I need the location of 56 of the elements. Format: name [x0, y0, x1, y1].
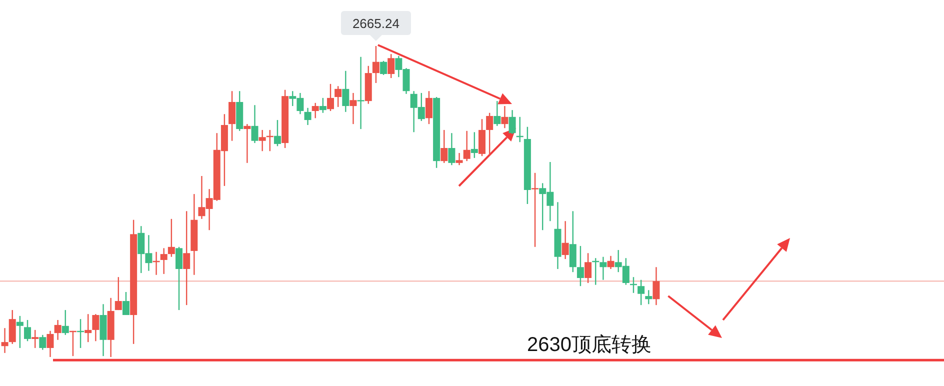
- candlestick: [1, 327, 8, 354]
- candlestick: [16, 315, 24, 349]
- candlestick: [645, 290, 652, 305]
- candlestick: [652, 266, 660, 306]
- candlestick: [251, 104, 258, 144]
- candlestick: [388, 53, 395, 79]
- candlestick: [440, 129, 448, 164]
- candlestick: [425, 90, 432, 125]
- candlestick: [486, 112, 494, 156]
- candlestick: [24, 319, 32, 342]
- candlestick: [342, 70, 350, 113]
- candlestick: [569, 210, 576, 273]
- candlestick: [501, 105, 508, 129]
- candlestick: [532, 172, 539, 248]
- candlestick: [92, 313, 100, 342]
- candlestick: [168, 218, 175, 258]
- candlestick: [244, 123, 251, 164]
- candlestick: [114, 276, 122, 311]
- candlestick: [39, 334, 46, 350]
- candlestick: [562, 220, 569, 260]
- candlestick: [494, 100, 501, 127]
- candlestick: [380, 60, 388, 76]
- candlestick: [176, 246, 183, 311]
- candlestick: [46, 330, 54, 358]
- candlestick: [470, 132, 478, 159]
- candlestick: [319, 97, 326, 114]
- candlestick: [334, 86, 342, 108]
- candlestick: [54, 319, 62, 340]
- candlestick: [448, 132, 456, 166]
- candlestick: [312, 102, 319, 119]
- candlestick: [274, 119, 281, 147]
- tooltip: 2665.24: [340, 11, 411, 41]
- candlestick: [600, 256, 607, 280]
- candlestick: [327, 83, 334, 112]
- candlestick: [638, 279, 645, 306]
- candlestick: [584, 252, 592, 284]
- candlestick: [62, 309, 69, 336]
- annotation: 2630顶底转换: [527, 334, 652, 356]
- candlestick: [304, 107, 312, 126]
- candlestick: [350, 92, 357, 125]
- candlestick: [228, 90, 236, 142]
- candlestick: [160, 248, 168, 275]
- candlestick: [576, 245, 584, 287]
- candlestick: [357, 56, 364, 130]
- candlestick: [478, 118, 486, 157]
- candlestick: [32, 329, 39, 349]
- candlestick: [8, 309, 16, 345]
- candlestick: [508, 109, 516, 135]
- candlestick: [183, 210, 190, 306]
- candlestick: [258, 129, 266, 152]
- candlestick: [607, 255, 614, 270]
- candlestick: [122, 291, 130, 316]
- candlestick: [456, 152, 463, 166]
- candlestick: [463, 130, 470, 162]
- candlestick: [84, 313, 92, 343]
- candlestick: [372, 45, 380, 84]
